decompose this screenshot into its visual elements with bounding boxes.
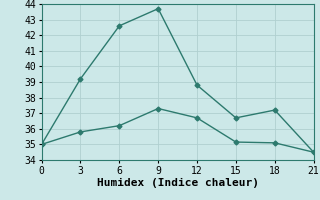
X-axis label: Humidex (Indice chaleur): Humidex (Indice chaleur) — [97, 178, 259, 188]
